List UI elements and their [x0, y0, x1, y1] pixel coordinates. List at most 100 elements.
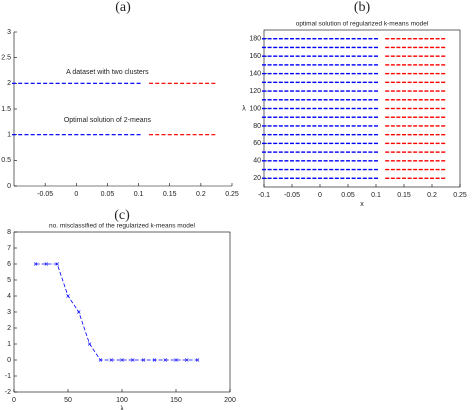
point	[295, 64, 300, 66]
point	[61, 134, 66, 136]
point	[424, 160, 429, 162]
x-tick-label: 200	[224, 397, 236, 404]
point	[407, 142, 412, 145]
point	[273, 46, 278, 49]
point	[68, 134, 73, 136]
point	[340, 125, 345, 127]
point	[430, 38, 434, 40]
point	[86, 134, 91, 136]
point	[267, 99, 272, 101]
point	[368, 72, 373, 75]
point	[262, 72, 266, 75]
point	[430, 160, 434, 162]
point	[273, 142, 278, 145]
point	[385, 116, 390, 118]
point	[340, 38, 345, 40]
marker	[120, 358, 124, 362]
point	[441, 64, 446, 66]
x-tick-label: -0.05	[37, 191, 53, 198]
point	[396, 99, 401, 101]
point	[323, 81, 328, 84]
point	[273, 81, 278, 84]
point	[435, 168, 440, 171]
point	[346, 116, 350, 118]
point	[435, 46, 440, 49]
y-tick-label: 0	[7, 183, 11, 190]
point	[267, 142, 272, 145]
point	[329, 133, 334, 136]
point	[402, 55, 406, 57]
point	[334, 99, 339, 101]
point	[430, 99, 434, 101]
point	[329, 168, 334, 171]
point	[43, 134, 48, 136]
point	[351, 81, 356, 84]
point	[435, 107, 440, 110]
point	[290, 142, 294, 145]
point	[295, 142, 300, 145]
point	[390, 177, 395, 179]
point	[374, 99, 378, 101]
point	[441, 151, 446, 153]
point	[441, 177, 446, 179]
point	[318, 55, 322, 57]
point	[441, 125, 446, 127]
point	[290, 55, 294, 57]
point	[385, 151, 390, 153]
point	[284, 90, 289, 92]
point	[130, 134, 135, 136]
point	[36, 82, 41, 84]
point	[149, 82, 154, 84]
y-tick-label: 5	[7, 277, 11, 284]
point	[295, 107, 300, 110]
point	[396, 81, 401, 84]
point	[284, 160, 289, 162]
point	[290, 99, 294, 101]
point	[30, 82, 35, 84]
point	[418, 168, 423, 171]
point	[267, 160, 272, 162]
marker	[55, 262, 59, 266]
point	[357, 55, 362, 57]
x-axis-label: x	[360, 201, 364, 208]
point	[340, 72, 345, 75]
point	[385, 125, 390, 127]
point	[441, 142, 446, 145]
y-tick-label: 0	[7, 357, 11, 364]
point	[407, 168, 412, 171]
point	[301, 116, 306, 118]
point	[424, 99, 429, 101]
point	[318, 160, 322, 162]
point	[374, 72, 378, 75]
point	[390, 107, 395, 110]
point	[374, 125, 378, 127]
point	[396, 125, 401, 127]
marker	[44, 262, 49, 266]
point	[368, 99, 373, 101]
point	[284, 81, 289, 84]
y-tick-label: 3	[7, 29, 11, 36]
point	[340, 133, 345, 136]
point	[205, 134, 210, 136]
point	[368, 133, 373, 136]
point	[306, 151, 311, 153]
point	[340, 160, 345, 162]
point	[402, 99, 406, 101]
point	[424, 72, 429, 75]
y-tick-label: 2	[7, 325, 11, 332]
point	[351, 168, 356, 171]
point	[368, 177, 373, 179]
point	[323, 160, 328, 162]
point	[262, 151, 266, 153]
point	[362, 99, 367, 101]
point	[18, 82, 23, 84]
point	[346, 38, 350, 40]
point	[340, 168, 345, 171]
point	[262, 55, 266, 57]
point	[273, 72, 278, 75]
point	[441, 46, 446, 49]
point	[329, 38, 334, 40]
point	[441, 38, 446, 40]
point	[267, 133, 272, 136]
point	[262, 125, 266, 127]
